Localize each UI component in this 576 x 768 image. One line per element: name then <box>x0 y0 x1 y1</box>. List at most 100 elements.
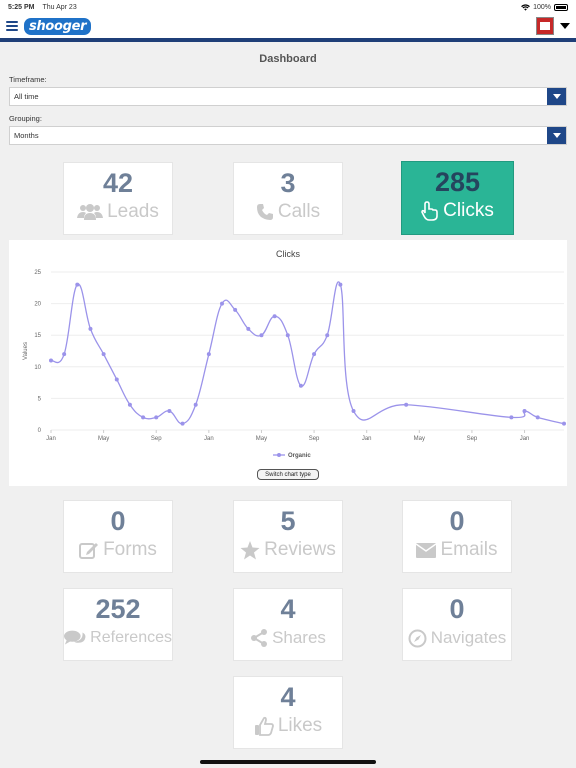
data-point <box>101 352 106 357</box>
forms-count: 0 <box>110 506 126 536</box>
data-point <box>220 301 224 306</box>
references-label: References <box>90 629 172 646</box>
timeframe-select[interactable]: All time <box>9 87 567 106</box>
top-navbar: shooger <box>0 14 576 38</box>
tile-leads[interactable]: 42 Leads <box>63 162 173 235</box>
home-indicator <box>200 760 376 764</box>
comments-icon <box>64 630 86 645</box>
thumbs-up-icon <box>254 716 274 736</box>
data-point <box>522 409 527 414</box>
page-title: Dashboard <box>259 53 317 65</box>
reviews-label: Reviews <box>264 539 336 560</box>
y-tick-label: 0 <box>38 428 42 434</box>
data-point <box>154 415 159 420</box>
x-tick-label: Sep <box>309 436 320 442</box>
shares-label: Shares <box>272 628 326 647</box>
reviews-count: 5 <box>280 506 296 536</box>
timeframe-dropdown-icon[interactable] <box>547 88 566 105</box>
references-count: 252 <box>95 594 141 624</box>
leads-label: Leads <box>107 201 159 222</box>
tile-clicks[interactable]: 285 Clicks <box>401 161 514 235</box>
tile-forms[interactable]: 0 Forms <box>63 500 173 573</box>
data-point <box>338 282 343 287</box>
tile-shares[interactable]: 4 Shares <box>233 588 343 661</box>
data-point <box>325 333 330 338</box>
switch-chart-type-button[interactable]: Switch chart type <box>257 469 319 480</box>
calls-count: 3 <box>280 168 296 198</box>
data-point <box>272 314 277 319</box>
data-point <box>206 352 211 357</box>
wifi-icon <box>521 3 530 11</box>
data-point <box>49 358 53 363</box>
x-tick-label: May <box>256 436 267 442</box>
data-point <box>233 307 238 312</box>
phone-icon <box>256 204 273 220</box>
likes-label: Likes <box>277 715 323 736</box>
data-point <box>88 326 93 331</box>
data-point <box>259 333 264 338</box>
tile-references[interactable]: 252 References <box>63 588 173 661</box>
series-line-organic <box>50 281 565 425</box>
legend-label: Organic <box>288 453 311 459</box>
pointer-icon <box>421 201 438 221</box>
data-point <box>75 282 80 287</box>
users-icon <box>77 204 104 220</box>
x-tick-label: May <box>414 436 425 442</box>
data-point <box>404 402 409 407</box>
battery-icon <box>554 3 568 11</box>
data-point <box>285 333 290 338</box>
edit-icon <box>79 543 99 559</box>
y-tick-label: 5 <box>38 396 42 402</box>
x-tick-label: Jan <box>362 436 372 442</box>
clicks-label: Clicks <box>443 200 494 221</box>
clicks-chart-card: Clicks 0 5 10 15 20 25 Jan May Sep Jan May Sep Jan Ma… <box>9 240 567 486</box>
x-tick-label: Sep <box>151 436 162 442</box>
grouping-field: Grouping: Months <box>0 114 576 145</box>
clicks-line-chart: 0 5 10 15 20 25 Jan May Sep Jan May Sep Jan May Sep Jan… <box>23 270 566 459</box>
data-point <box>180 421 185 426</box>
y-axis-label: Values <box>23 342 29 360</box>
data-point <box>141 415 146 420</box>
navbar-divider <box>0 38 576 42</box>
timeframe-label: Timeframe: <box>9 75 47 84</box>
status-right: 100% <box>521 3 568 11</box>
tile-reviews[interactable]: 5 Reviews <box>233 500 343 573</box>
clicks-count: 285 <box>434 167 481 197</box>
chevron-down-icon[interactable] <box>560 23 570 29</box>
legend-marker <box>277 453 281 457</box>
data-point <box>167 409 172 414</box>
data-point <box>114 377 119 382</box>
emails-count: 0 <box>449 506 465 536</box>
timeframe-field: Timeframe: All time <box>0 75 576 106</box>
x-tick-label: Jan <box>46 436 56 442</box>
navigates-count: 0 <box>449 594 465 624</box>
tile-likes[interactable]: 4 Likes <box>233 676 343 749</box>
tile-emails[interactable]: 0 Emails <box>402 500 512 573</box>
app-logo[interactable]: shooger <box>24 17 92 35</box>
envelope-icon <box>416 542 437 558</box>
chart-title: Clicks <box>276 249 300 259</box>
tile-navigates[interactable]: 0 Navigates <box>402 588 512 661</box>
navigates-label: Navigates <box>430 628 507 647</box>
battery-percent: 100% <box>533 3 551 11</box>
status-bar: 5:25 PM Thu Apr 23 100% <box>0 0 576 14</box>
grouping-select[interactable]: Months <box>9 126 567 145</box>
shares-count: 4 <box>280 594 296 624</box>
tile-calls[interactable]: 3 Calls <box>233 162 343 235</box>
data-point <box>246 326 251 331</box>
compass-icon <box>408 629 427 647</box>
y-tick-label: 20 <box>34 302 41 308</box>
y-tick-label: 10 <box>34 365 41 371</box>
business-avatar[interactable] <box>536 17 554 35</box>
x-tick-label: Jan <box>204 436 214 442</box>
star-icon <box>240 540 260 559</box>
leads-count: 42 <box>102 168 134 198</box>
menu-icon[interactable] <box>6 21 18 31</box>
likes-count: 4 <box>280 682 296 712</box>
data-point <box>62 352 67 357</box>
data-point <box>127 402 132 407</box>
data-point <box>509 415 514 420</box>
data-point <box>298 383 303 388</box>
grouping-value: Months <box>14 131 39 140</box>
grouping-dropdown-icon[interactable] <box>547 127 566 144</box>
